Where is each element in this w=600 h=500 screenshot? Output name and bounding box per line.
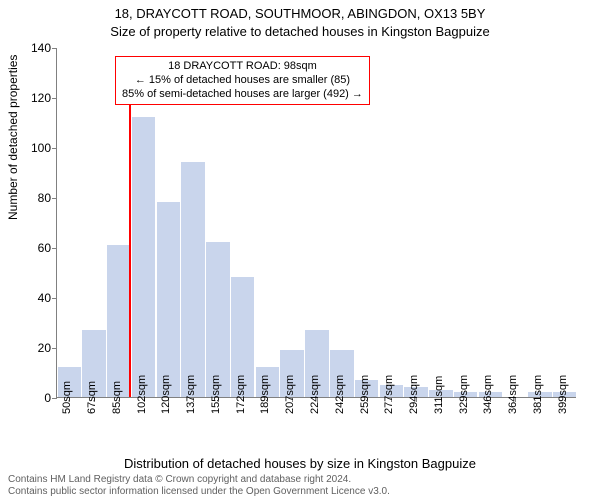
figure: 18, DRAYCOTT ROAD, SOUTHMOOR, ABINGDON, …	[0, 0, 600, 500]
y-tick-label: 60	[21, 241, 51, 255]
bar	[107, 245, 131, 398]
y-tick-mark	[52, 98, 57, 99]
footer-line-2: Contains public sector information licen…	[8, 486, 390, 498]
y-tick-mark	[52, 398, 57, 399]
bar	[157, 202, 181, 397]
title-line-1: 18, DRAYCOTT ROAD, SOUTHMOOR, ABINGDON, …	[0, 6, 600, 21]
bar	[206, 242, 230, 397]
y-tick-label: 120	[21, 91, 51, 105]
y-tick-mark	[52, 48, 57, 49]
y-tick-label: 20	[21, 341, 51, 355]
y-tick-label: 140	[21, 41, 51, 55]
marker-line	[129, 85, 131, 398]
annotation-box: 18 DRAYCOTT ROAD: 98sqm ← 15% of detache…	[115, 56, 370, 105]
y-axis-label: Number of detached properties	[6, 55, 20, 220]
bar	[132, 117, 156, 397]
y-tick-label: 0	[21, 391, 51, 405]
annotation-line-2: ← 15% of detached houses are smaller (85…	[122, 74, 363, 88]
annotation-line-1: 18 DRAYCOTT ROAD: 98sqm	[122, 60, 363, 74]
y-tick-mark	[52, 298, 57, 299]
y-tick-mark	[52, 348, 57, 349]
y-tick-label: 80	[21, 191, 51, 205]
annotation-line-3: 85% of semi-detached houses are larger (…	[122, 88, 363, 102]
x-axis-title: Distribution of detached houses by size …	[0, 456, 600, 471]
y-tick-label: 100	[21, 141, 51, 155]
footer-line-1: Contains HM Land Registry data © Crown c…	[8, 474, 390, 486]
y-tick-label: 40	[21, 291, 51, 305]
title-line-2: Size of property relative to detached ho…	[0, 24, 600, 39]
bar	[181, 162, 205, 397]
footer: Contains HM Land Registry data © Crown c…	[8, 474, 390, 498]
y-tick-mark	[52, 198, 57, 199]
y-tick-mark	[52, 248, 57, 249]
y-tick-mark	[52, 148, 57, 149]
